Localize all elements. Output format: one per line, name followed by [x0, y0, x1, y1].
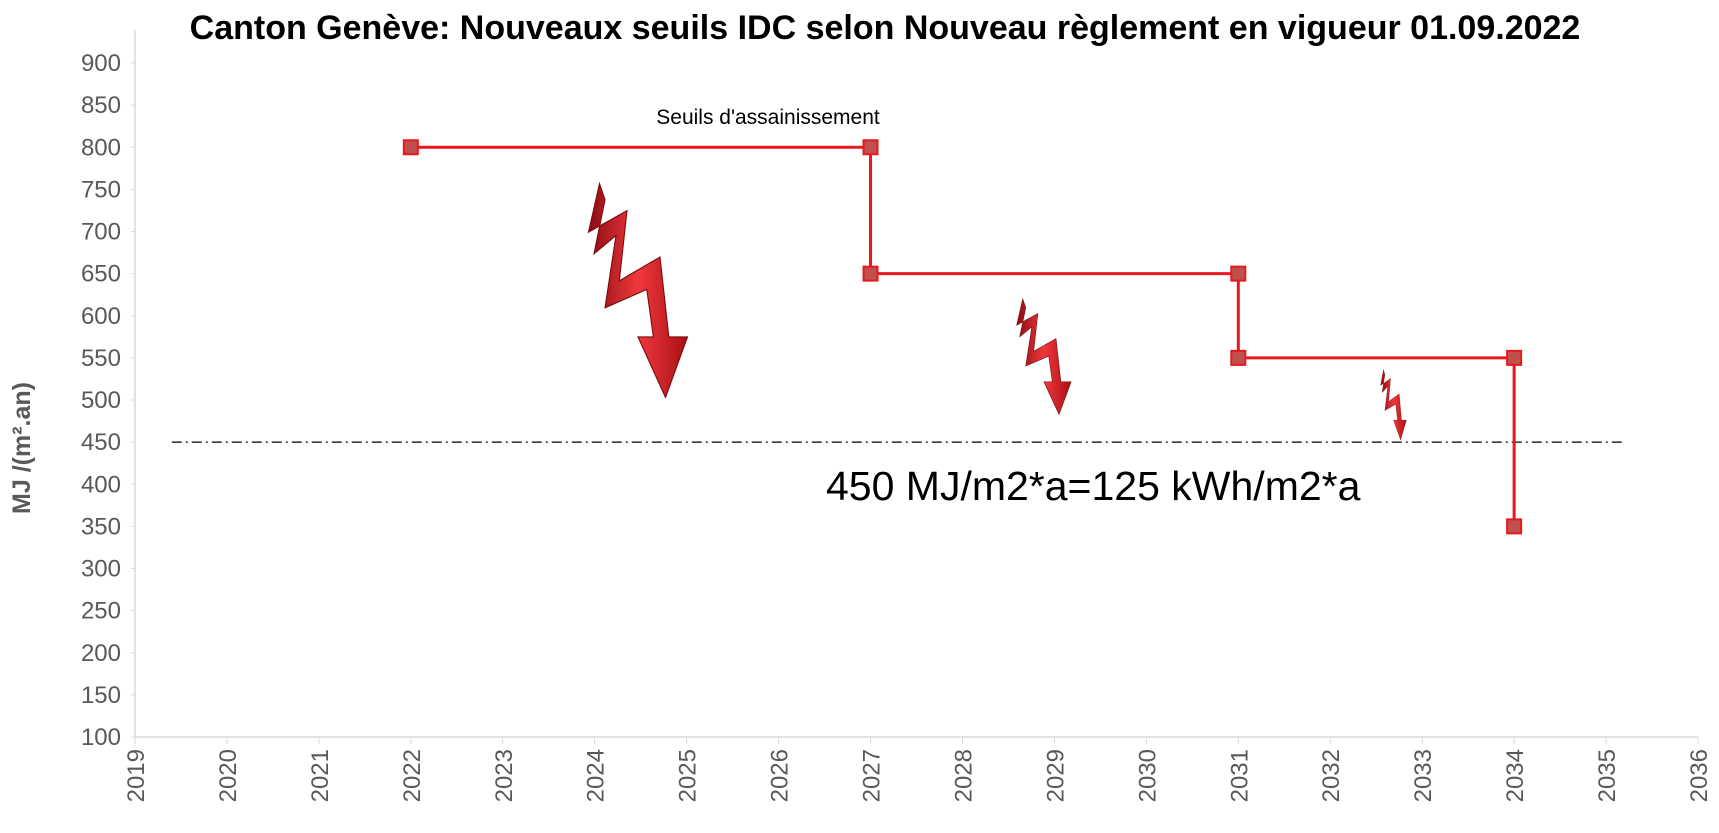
y-tick-label: 450	[81, 429, 121, 456]
x-tick-label: 2021	[307, 749, 334, 802]
y-axis-label: MJ /(m².an)	[8, 382, 36, 514]
x-tick-label: 2026	[767, 749, 794, 802]
x-tick-label: 2027	[859, 749, 886, 802]
x-tick-label: 2022	[399, 749, 426, 802]
point-marker	[1231, 351, 1245, 365]
x-tick-label: 2034	[1502, 749, 1529, 802]
y-tick-label: 700	[81, 219, 121, 246]
down-arrow	[1017, 299, 1071, 414]
y-tick-label: 800	[81, 134, 121, 161]
down-arrow	[589, 184, 688, 398]
x-tick-label: 2028	[950, 749, 977, 802]
x-tick-label: 2035	[1594, 749, 1621, 802]
y-tick-label: 500	[81, 387, 121, 414]
point-marker	[864, 267, 878, 281]
decor-arrows	[589, 184, 1407, 440]
y-tick-label: 850	[81, 92, 121, 119]
x-tick-label: 2031	[1226, 749, 1253, 802]
x-tick-label: 2032	[1318, 749, 1345, 802]
x-tick-label: 2024	[583, 749, 610, 802]
y-tick-label: 400	[81, 471, 121, 498]
point-marker	[1507, 519, 1521, 533]
y-tick-label: 750	[81, 176, 121, 203]
x-tick-label: 2023	[491, 749, 518, 802]
y-tick-label: 550	[81, 345, 121, 372]
page: Canton Genève: Nouveaux seuils IDC selon…	[0, 0, 1719, 833]
y-tick-label: 100	[81, 724, 121, 751]
y-tick-label: 900	[81, 50, 121, 77]
point-marker	[1507, 351, 1521, 365]
y-tick-label: 250	[81, 598, 121, 625]
point-marker	[404, 140, 418, 154]
y-tick-label: 350	[81, 513, 121, 540]
x-tick-label: 2029	[1042, 749, 1069, 802]
chart: Seuils d'assainissement MJ /(m².an) 100 1…	[0, 0, 1719, 833]
y-tick-label: 150	[81, 682, 121, 709]
x-tick-label: 2019	[123, 749, 150, 802]
down-arrow	[1381, 369, 1407, 440]
x-tick-label: 2036	[1686, 749, 1713, 802]
point-marker	[864, 140, 878, 154]
chart-title: Canton Genève: Nouveaux seuils IDC selon…	[160, 4, 1610, 52]
x-tick-label: 2033	[1410, 749, 1437, 802]
x-tick-label: 2030	[1134, 749, 1161, 802]
reference-label: 450 MJ/m2*a=125 kWh/m2*a	[826, 463, 1361, 509]
x-tick-label: 2025	[675, 749, 702, 802]
y-tick-label: 600	[81, 303, 121, 330]
y-tick-label: 200	[81, 640, 121, 667]
y-tick-label: 650	[81, 261, 121, 288]
y-tick-label: 300	[81, 556, 121, 583]
point-marker	[1231, 267, 1245, 281]
x-tick-label: 2020	[215, 749, 242, 802]
annotation: Seuils d'assainissement	[656, 106, 880, 129]
